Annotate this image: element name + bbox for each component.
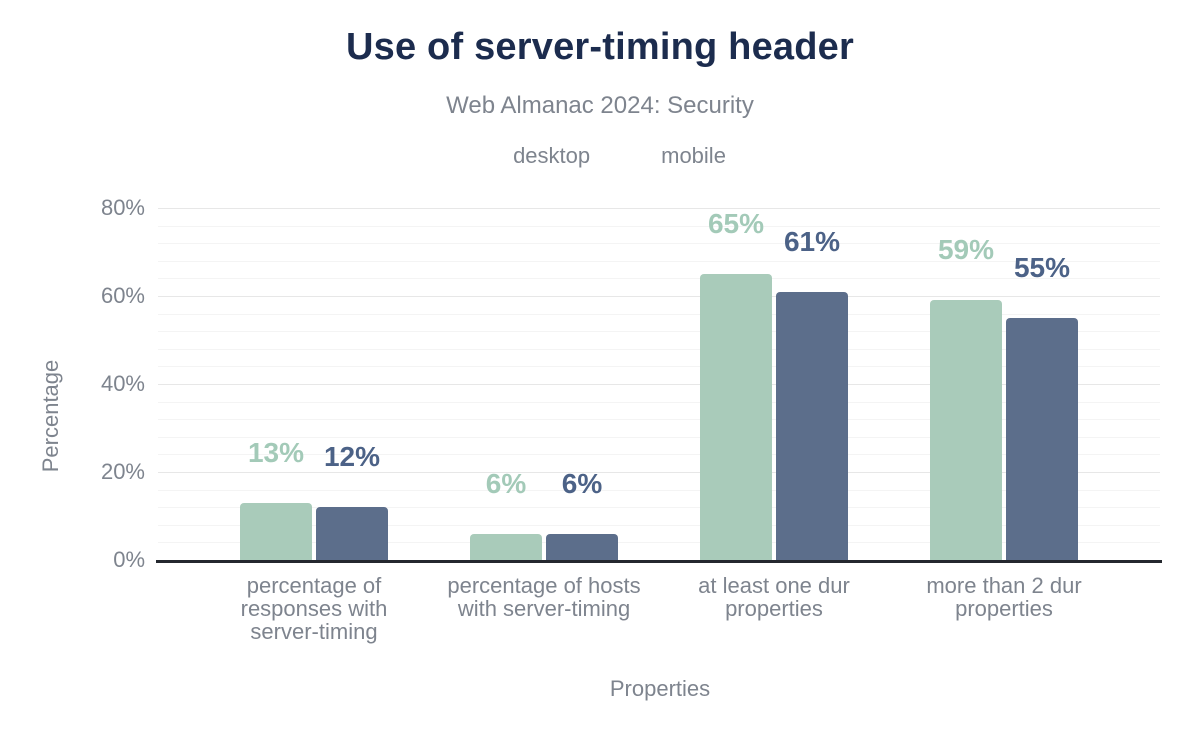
x-tick-line: with server-timing <box>457 596 631 621</box>
bar-desktop <box>470 533 542 560</box>
minor-gridline <box>158 524 1160 526</box>
value-label-mobile: 55% <box>1013 252 1071 283</box>
x-tick-label: at least one dur properties <box>698 574 850 620</box>
minor-gridline <box>158 331 1160 333</box>
minor-gridline <box>158 243 1160 245</box>
bar-desktop <box>930 300 1002 560</box>
x-tick-line: properties <box>955 596 1053 621</box>
minor-gridline <box>158 260 1160 262</box>
chart-legend: desktop mobile <box>0 143 1200 169</box>
x-tick-line: server-timing <box>250 619 378 644</box>
minor-gridline <box>158 401 1160 403</box>
major-gridline <box>158 384 1160 385</box>
bar-group: 59% 55% <box>930 208 1078 560</box>
minor-gridline <box>158 225 1160 227</box>
minor-gridline <box>158 419 1160 421</box>
x-tick-line: at least one dur <box>698 573 850 598</box>
x-tick-line: more than 2 dur <box>926 573 1082 598</box>
bar-desktop <box>240 502 312 560</box>
bar-group: 13% 12% <box>240 208 388 560</box>
bar-group: 6% 6% <box>470 208 618 560</box>
minor-gridline <box>158 366 1160 368</box>
minor-gridline <box>158 489 1160 491</box>
value-label-mobile: 6% <box>561 467 603 499</box>
major-gridline <box>158 472 1160 473</box>
y-tick-label: 20% <box>100 459 145 484</box>
minor-gridline <box>158 313 1160 315</box>
minor-gridline <box>158 454 1160 456</box>
desktop-swatch-icon <box>474 145 496 167</box>
legend-label-mobile: mobile <box>661 143 726 168</box>
mobile-swatch-icon <box>622 145 644 167</box>
x-tick-line: percentage of hosts <box>447 573 641 598</box>
x-axis-title: Properties <box>609 676 711 701</box>
legend-item-mobile: mobile <box>622 143 726 169</box>
minor-gridline <box>158 542 1160 544</box>
y-tick-label: 60% <box>100 283 145 308</box>
value-label-desktop: 65% <box>707 208 765 239</box>
y-tick-label: 0% <box>113 547 145 572</box>
y-tick-label: 80% <box>100 195 145 220</box>
y-tick-label: 40% <box>100 371 145 396</box>
bar-mobile <box>776 291 848 560</box>
bar-mobile <box>546 533 618 560</box>
minor-gridline <box>158 507 1160 509</box>
x-tick-label: more than 2 dur properties <box>926 574 1081 620</box>
x-tick-line: responses with <box>240 596 388 621</box>
x-axis-line <box>156 560 1162 563</box>
x-tick-label: percentage of responses with server-timing <box>241 574 388 643</box>
bar-mobile <box>316 507 388 560</box>
minor-gridline <box>158 436 1160 438</box>
value-label-mobile: 12% <box>323 441 381 473</box>
major-gridline <box>158 296 1160 297</box>
value-label-mobile: 61% <box>783 225 841 257</box>
major-gridline <box>158 208 1160 209</box>
value-label-desktop: 59% <box>937 234 995 266</box>
minor-gridline <box>158 348 1160 350</box>
x-tick-label: percentage of hosts with server-timing <box>447 574 640 620</box>
value-label-desktop: 6% <box>485 467 527 499</box>
x-tick-line: percentage of <box>246 573 382 598</box>
legend-item-desktop: desktop <box>474 143 590 169</box>
minor-gridline <box>158 278 1160 280</box>
plot-area: 13% 12% 6% 6% 65% 61% 59% 55% <box>156 208 1162 563</box>
bar-desktop <box>700 274 772 560</box>
x-tick-line: properties <box>725 596 823 621</box>
legend-label-desktop: desktop <box>513 143 591 168</box>
value-label-desktop: 13% <box>247 436 305 468</box>
bar-mobile <box>1006 318 1078 560</box>
bar-group: 65% 61% <box>700 208 848 560</box>
chart-title: Use of server-timing header <box>345 26 854 68</box>
chart-subtitle: Web Almanac 2024: Security <box>446 92 754 119</box>
